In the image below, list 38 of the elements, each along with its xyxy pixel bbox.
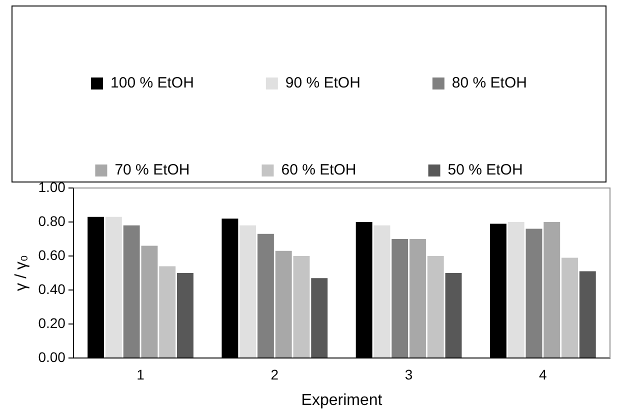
y-tick-label: 0.20 [38, 314, 66, 331]
bar [177, 273, 194, 358]
y-tick-label: 0.80 [38, 212, 66, 229]
y-tick-label: 0.40 [38, 280, 66, 297]
x-axis-title: Experiment [301, 392, 383, 409]
legend-label: 90 % EtOH [285, 74, 360, 92]
bar [257, 234, 274, 358]
bar [562, 258, 578, 358]
legend-label: 60 % EtOH [281, 162, 356, 179]
x-tick-label: 4 [539, 366, 548, 382]
legend-label: 50 % EtOH [448, 162, 523, 179]
legend-label: 100 % EtOH [110, 74, 194, 92]
bar [105, 216, 122, 358]
bar [374, 225, 390, 358]
bar [526, 228, 542, 358]
bar [392, 239, 408, 358]
bar [544, 222, 560, 358]
x-tick-label: 1 [136, 366, 145, 382]
bar [579, 271, 596, 358]
bar [159, 266, 176, 358]
y-axis-title: γ / γ₀ [13, 255, 30, 291]
bar [275, 250, 292, 358]
bar [293, 256, 310, 358]
y-tick-label: 0.60 [38, 246, 66, 263]
x-tick-label: 3 [404, 366, 413, 382]
y-tick-label: 0.00 [38, 348, 66, 365]
bar [123, 225, 140, 358]
legend-label: 70 % EtOH [114, 162, 190, 179]
bar [141, 246, 158, 358]
bar [427, 256, 444, 358]
bar [240, 225, 256, 358]
y-tick-label: 1.00 [38, 178, 66, 195]
bar [445, 273, 462, 358]
x-tick-label: 2 [270, 366, 279, 382]
bar [508, 222, 524, 358]
legend-label: 80 % EtOH [452, 74, 527, 92]
bar [410, 239, 426, 358]
bar [311, 278, 328, 358]
